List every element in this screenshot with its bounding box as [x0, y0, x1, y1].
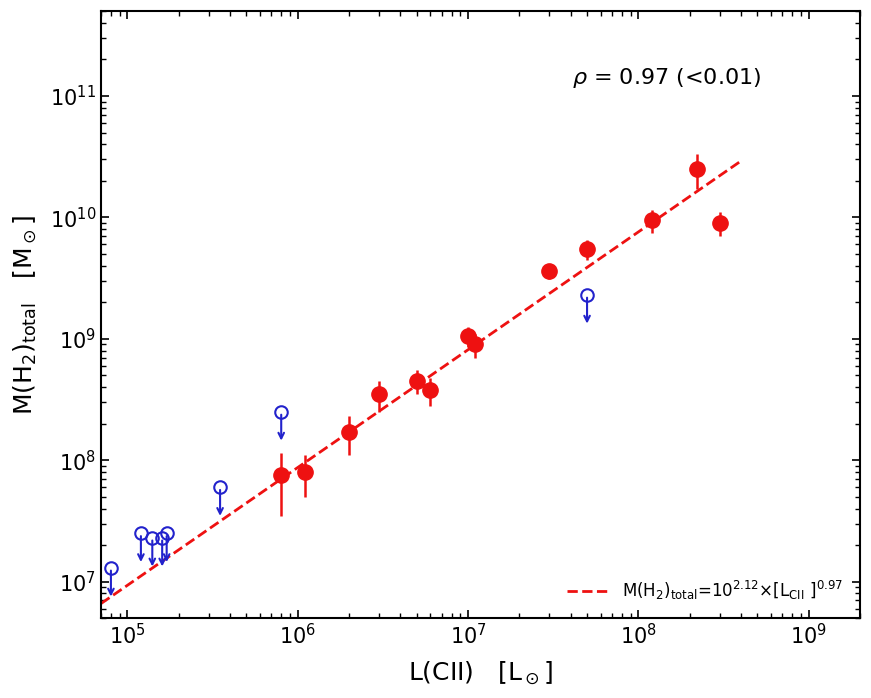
M(H$_2$)$_{\rm total}$=10$^{2.12}$×[L$_{\rm CII}$ ]$^{0.97}$ [488, 329, 498, 337]
M(H$_2$)$_{\rm total}$=10$^{2.12}$×[L$_{\rm CII}$ ]$^{0.97}$ [676, 198, 686, 207]
Y-axis label: M(H$_2$)$_{\rm total}$   [M$_\odot$]: M(H$_2$)$_{\rm total}$ [M$_\odot$] [11, 214, 38, 415]
Legend: M(H$_2$)$_{\rm total}$=10$^{2.12}$×[L$_{\rm CII}$ ]$^{0.97}$: M(H$_2$)$_{\rm total}$=10$^{2.12}$×[L$_{… [558, 570, 852, 610]
M(H$_2$)$_{\rm total}$=10$^{2.12}$×[L$_{\rm CII}$ ]$^{0.97}$ [98, 598, 108, 607]
M(H$_2$)$_{\rm total}$=10$^{2.12}$×[L$_{\rm CII}$ ]$^{0.97}$ [96, 600, 106, 608]
M(H$_2$)$_{\rm total}$=10$^{2.12}$×[L$_{\rm CII}$ ]$^{0.97}$ [476, 336, 487, 344]
Line: M(H$_2$)$_{\rm total}$=10$^{2.12}$×[L$_{\rm CII}$ ]$^{0.97}$: M(H$_2$)$_{\rm total}$=10$^{2.12}$×[L$_{… [101, 161, 741, 604]
M(H$_2$)$_{\rm total}$=10$^{2.12}$×[L$_{\rm CII}$ ]$^{0.97}$ [475, 337, 485, 346]
M(H$_2$)$_{\rm total}$=10$^{2.12}$×[L$_{\rm CII}$ ]$^{0.97}$ [635, 226, 645, 235]
X-axis label: L(CII)   [L$_\odot$]: L(CII) [L$_\odot$] [408, 660, 553, 687]
M(H$_2$)$_{\rm total}$=10$^{2.12}$×[L$_{\rm CII}$ ]$^{0.97}$ [736, 157, 746, 165]
Text: $\rho$ = 0.97 (<0.01): $\rho$ = 0.97 (<0.01) [571, 66, 760, 90]
